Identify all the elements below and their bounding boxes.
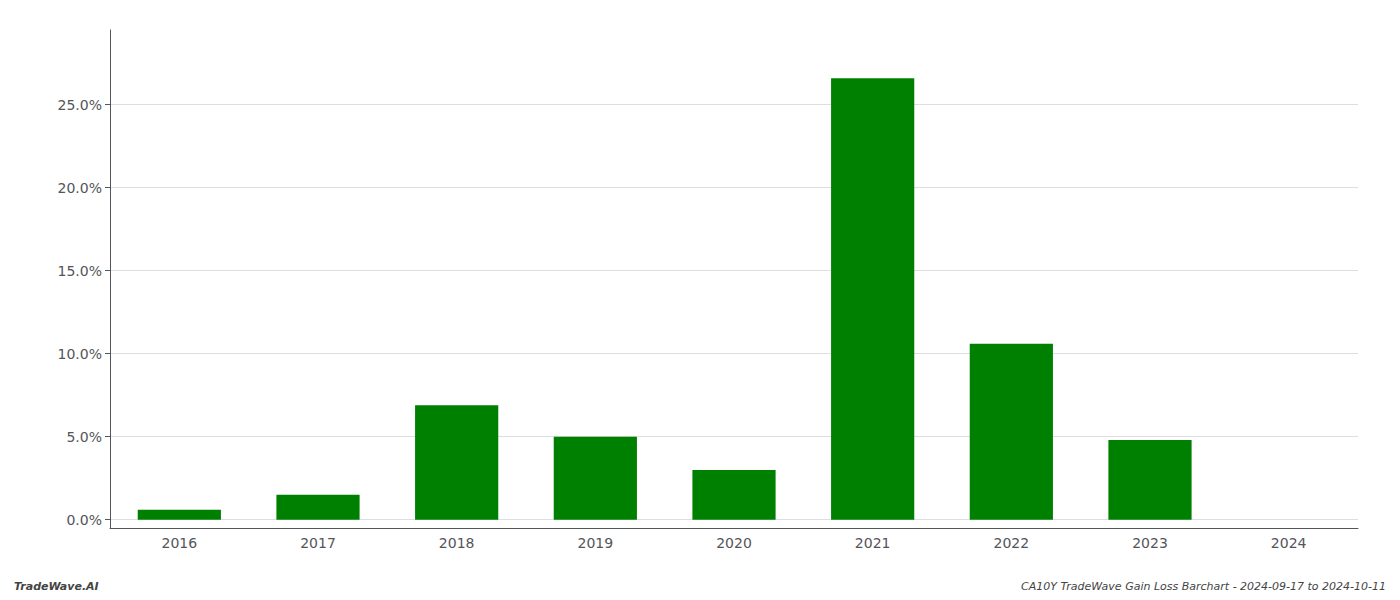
svg-text:2020: 2020 [716, 535, 752, 551]
svg-text:25.0%: 25.0% [58, 97, 102, 113]
svg-text:2019: 2019 [578, 535, 614, 551]
svg-text:10.0%: 10.0% [58, 346, 102, 362]
svg-text:TradeWave.AI: TradeWave.AI [14, 580, 99, 593]
svg-text:15.0%: 15.0% [58, 263, 102, 279]
svg-text:5.0%: 5.0% [66, 429, 102, 445]
svg-text:0.0%: 0.0% [66, 512, 102, 528]
svg-text:2017: 2017 [300, 535, 336, 551]
svg-text:2018: 2018 [439, 535, 475, 551]
svg-text:2023: 2023 [1132, 535, 1168, 551]
svg-text:2024: 2024 [1271, 535, 1307, 551]
svg-text:2022: 2022 [994, 535, 1030, 551]
svg-text:2016: 2016 [162, 535, 198, 551]
svg-text:2021: 2021 [855, 535, 891, 551]
svg-text:CA10Y TradeWave Gain Loss Barc: CA10Y TradeWave Gain Loss Barchart - 202… [1021, 580, 1386, 593]
svg-text:20.0%: 20.0% [58, 180, 102, 196]
